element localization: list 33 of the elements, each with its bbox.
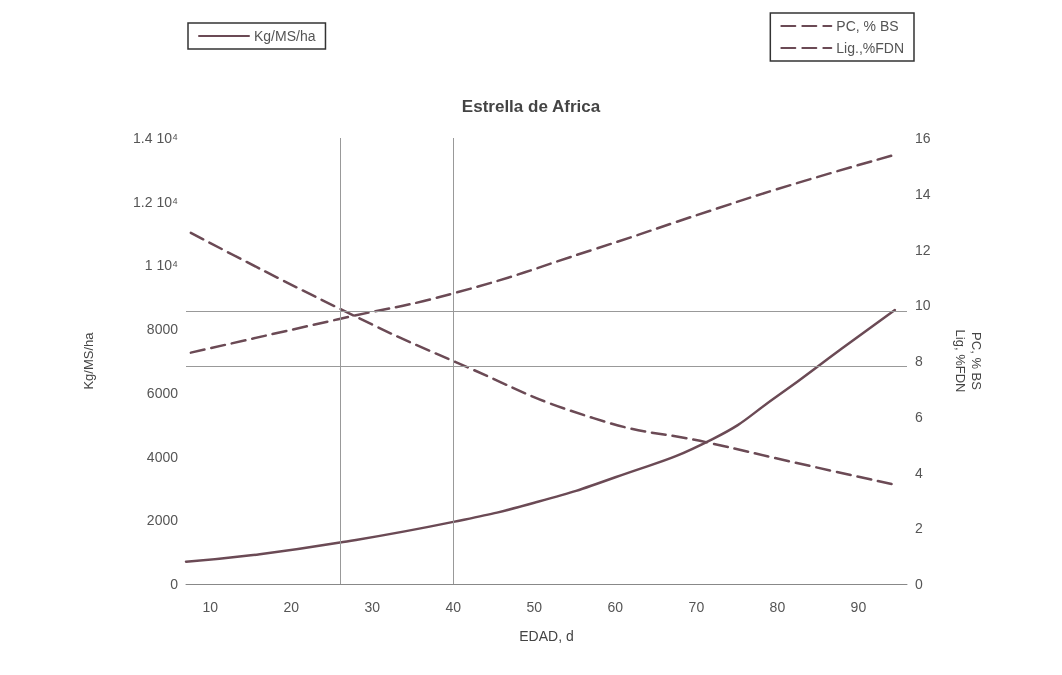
y-tick-label: 8000 [146,321,179,338]
y2-tick-label: 10 [915,297,931,314]
y2-tick-label: 2 [915,520,923,537]
x-tick-label: 20 [283,599,300,615]
y2-tick-label: 4 [915,464,923,481]
y2-tick-label: 16 [915,130,931,146]
chart-title: Estrella de Africa [461,97,601,116]
x-tick-label: 50 [526,599,543,615]
y-axis-title: Kg/MS/ha [80,331,96,390]
y2-axis-title: PC, % BS Lig, %FDN [952,329,984,393]
y2-tick-label: 8 [915,353,923,369]
x-axis-title: EDAD, d [519,628,574,644]
y-tick-label: 2000 [146,512,179,529]
legend-label: PC, % BS [836,18,899,34]
y2-tick-label: 12 [915,241,931,258]
y-tick-label: 1.2 10⁴ [133,193,178,210]
x-tick-label: 60 [607,599,624,615]
y2-tick-label: 6 [915,408,923,425]
y2-tick-label: 14 [915,185,931,202]
x-tick-label: 80 [769,599,786,615]
x-tick-label: 70 [688,599,705,615]
x-tick-label: 90 [850,599,867,615]
x-tick-label: 10 [202,599,219,615]
y-tick-label: 4000 [146,448,179,465]
legend-label: Lig.,%FDN [836,40,904,56]
y-tick-label: 6000 [146,384,179,401]
x-tick-label: 30 [364,599,381,615]
y-tick-label: 1 10⁴ [144,257,178,274]
y2-tick-label: 0 [915,576,923,592]
legend-label: Kg/MS/ha [254,28,316,44]
y-tick-label: 0 [170,576,179,592]
y-tick-label: 1.4 10⁴ [133,130,178,146]
x-tick-label: 40 [445,599,462,615]
